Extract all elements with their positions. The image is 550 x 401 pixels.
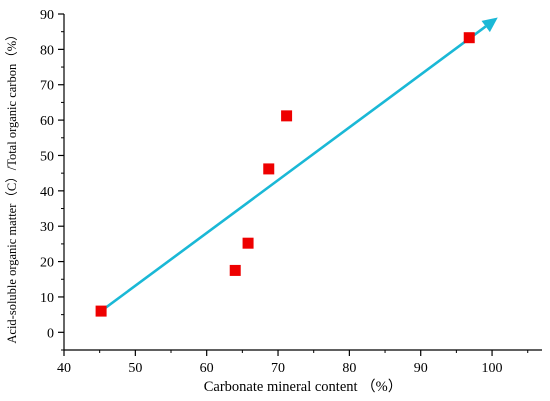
y-tick-label: 80 bbox=[40, 43, 54, 58]
data-points bbox=[95, 32, 475, 317]
y-tick-label: 10 bbox=[40, 291, 54, 306]
data-point bbox=[463, 32, 475, 44]
y-tick-label: 60 bbox=[40, 114, 54, 129]
x-axis-ticks: 40 50 60 70 80 90 100 bbox=[57, 350, 529, 376]
y-tick-label: 50 bbox=[40, 149, 54, 164]
y-tick-label: 30 bbox=[40, 220, 54, 235]
data-point bbox=[242, 237, 254, 249]
data-point bbox=[95, 305, 107, 317]
trend-arrow-head bbox=[481, 17, 498, 33]
x-tick-label: 100 bbox=[482, 361, 503, 376]
x-tick-label: 90 bbox=[414, 361, 428, 376]
y-tick-label: 0 bbox=[47, 326, 54, 341]
x-tick-label: 80 bbox=[342, 361, 356, 376]
trend-line-group bbox=[100, 17, 498, 313]
trend-line bbox=[100, 25, 487, 313]
y-axis-ticks: 0 10 20 30 40 50 60 70 80 90 bbox=[40, 8, 64, 351]
y-tick-label: 70 bbox=[40, 79, 54, 94]
x-tick-label: 70 bbox=[271, 361, 285, 376]
y-tick-label: 20 bbox=[40, 256, 54, 271]
y-tick-label: 40 bbox=[40, 185, 54, 200]
x-tick-label: 60 bbox=[200, 361, 214, 376]
data-point bbox=[229, 264, 241, 276]
data-point bbox=[263, 163, 275, 175]
y-tick-label: 90 bbox=[40, 8, 54, 23]
y-axis-title: Acid-soluble organic matter（C）/Total org… bbox=[5, 28, 19, 343]
x-tick-label: 50 bbox=[128, 361, 142, 376]
data-point bbox=[281, 110, 293, 122]
x-tick-label: 40 bbox=[57, 361, 71, 376]
x-axis-title: Carbonate mineral content （%） bbox=[204, 378, 403, 395]
